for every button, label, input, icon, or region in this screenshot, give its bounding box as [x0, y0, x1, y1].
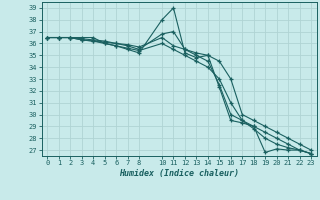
X-axis label: Humidex (Indice chaleur): Humidex (Indice chaleur)	[119, 169, 239, 178]
